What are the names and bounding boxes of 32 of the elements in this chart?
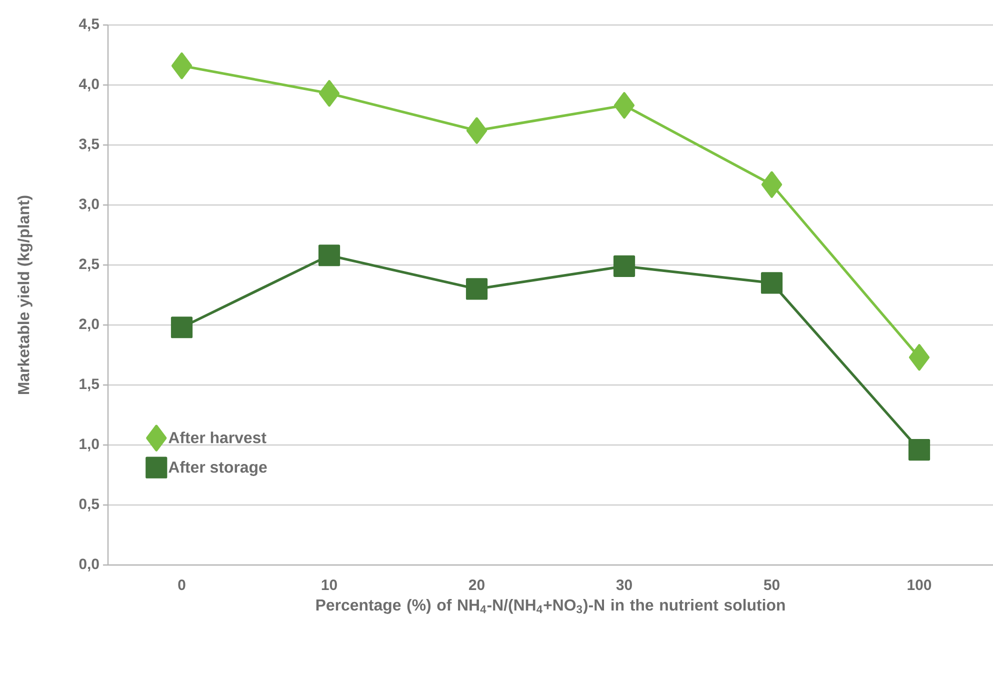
y-tick-label: 1,0 bbox=[80, 438, 99, 452]
y-tick-label: 4,5 bbox=[78, 18, 100, 32]
point bbox=[318, 244, 340, 266]
y-tick-label: 0,0 bbox=[79, 558, 99, 572]
legend-label: After harvest bbox=[168, 432, 266, 444]
legend-label: After storage bbox=[168, 461, 267, 476]
point bbox=[466, 278, 488, 300]
x-tick-label: 10 bbox=[322, 580, 337, 590]
x-tick-label: 100 bbox=[908, 580, 932, 590]
point bbox=[614, 92, 635, 119]
y-tick-label: 3,5 bbox=[79, 138, 100, 152]
point bbox=[760, 272, 783, 294]
point bbox=[613, 255, 636, 277]
point bbox=[170, 316, 193, 338]
point bbox=[318, 80, 340, 107]
x-tick-label: 0 bbox=[178, 580, 186, 590]
y-tick-label: 2,0 bbox=[79, 318, 99, 332]
x-axis-title: Percentage (%) of NH$_{4}$-N/(NH$_{4}$+NO$_{3}$)-N in the nutrient solution bbox=[316, 598, 785, 614]
y-tick-label: 2,5 bbox=[79, 258, 100, 272]
point bbox=[761, 171, 782, 198]
y-tick-label: 1,5 bbox=[80, 378, 100, 392]
y-axis-title: Marketable yield (kg/plant) bbox=[18, 196, 32, 394]
x-tick-label: 50 bbox=[764, 580, 780, 590]
x-tick-label: 30 bbox=[616, 580, 632, 590]
y-tick-label: 4,0 bbox=[78, 78, 99, 92]
x-tick-label: 20 bbox=[468, 580, 484, 590]
point bbox=[908, 344, 930, 371]
y-tick-label: 3,0 bbox=[79, 198, 99, 212]
point bbox=[466, 117, 488, 144]
point bbox=[171, 52, 192, 80]
y-tick-label: 0,5 bbox=[79, 498, 100, 512]
point bbox=[908, 438, 930, 461]
